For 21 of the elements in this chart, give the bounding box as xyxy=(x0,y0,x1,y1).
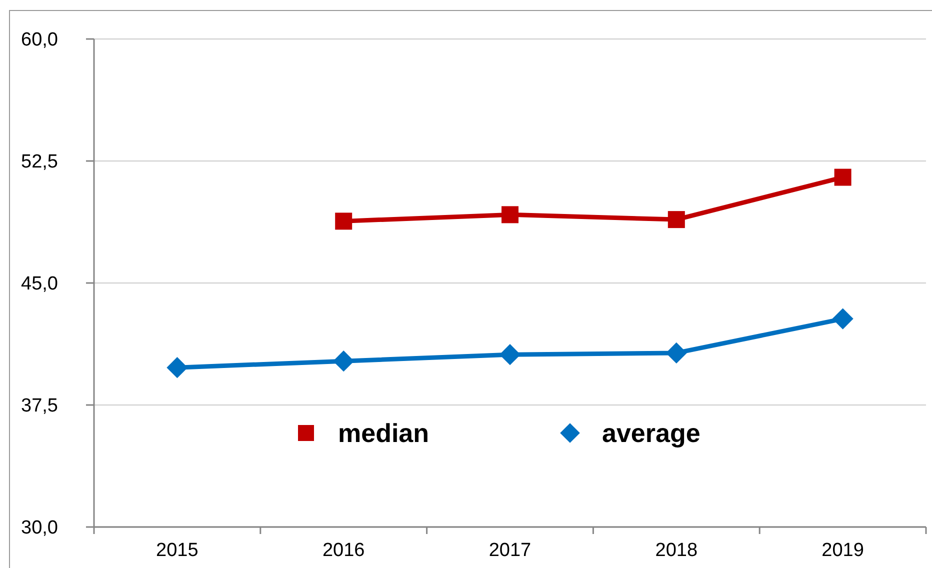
point xyxy=(333,350,354,372)
point xyxy=(832,308,854,330)
x-tick-label: 2018 xyxy=(655,540,698,561)
y-tick-label: 30,0 xyxy=(21,518,58,539)
point xyxy=(499,344,521,366)
x-tick-label: 2015 xyxy=(156,540,198,561)
point xyxy=(834,168,852,186)
y-tick-label: 37,5 xyxy=(21,396,58,417)
point xyxy=(166,357,188,378)
point xyxy=(502,206,518,224)
point xyxy=(335,212,352,230)
y-tick-label: 60,0 xyxy=(21,30,58,51)
x-tick-label: 2017 xyxy=(488,540,532,561)
x-tick-label: 2016 xyxy=(322,540,365,561)
legend-label: average xyxy=(602,418,700,448)
legend-label: median xyxy=(338,418,430,448)
point xyxy=(668,211,685,228)
y-tick-label: 45,0 xyxy=(21,274,58,295)
point xyxy=(666,342,687,364)
y-tick-label: 52,5 xyxy=(21,152,58,173)
x-tick-label: 2019 xyxy=(822,540,864,561)
